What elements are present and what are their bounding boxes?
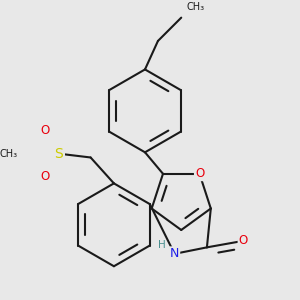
Text: O: O [41, 170, 50, 183]
Text: CH₃: CH₃ [186, 2, 205, 13]
Text: O: O [41, 124, 50, 137]
Text: N: N [170, 247, 179, 260]
Text: O: O [195, 167, 204, 180]
Text: CH₃: CH₃ [0, 148, 18, 159]
Text: O: O [238, 234, 248, 248]
Text: S: S [54, 147, 63, 160]
Text: H: H [158, 240, 166, 250]
